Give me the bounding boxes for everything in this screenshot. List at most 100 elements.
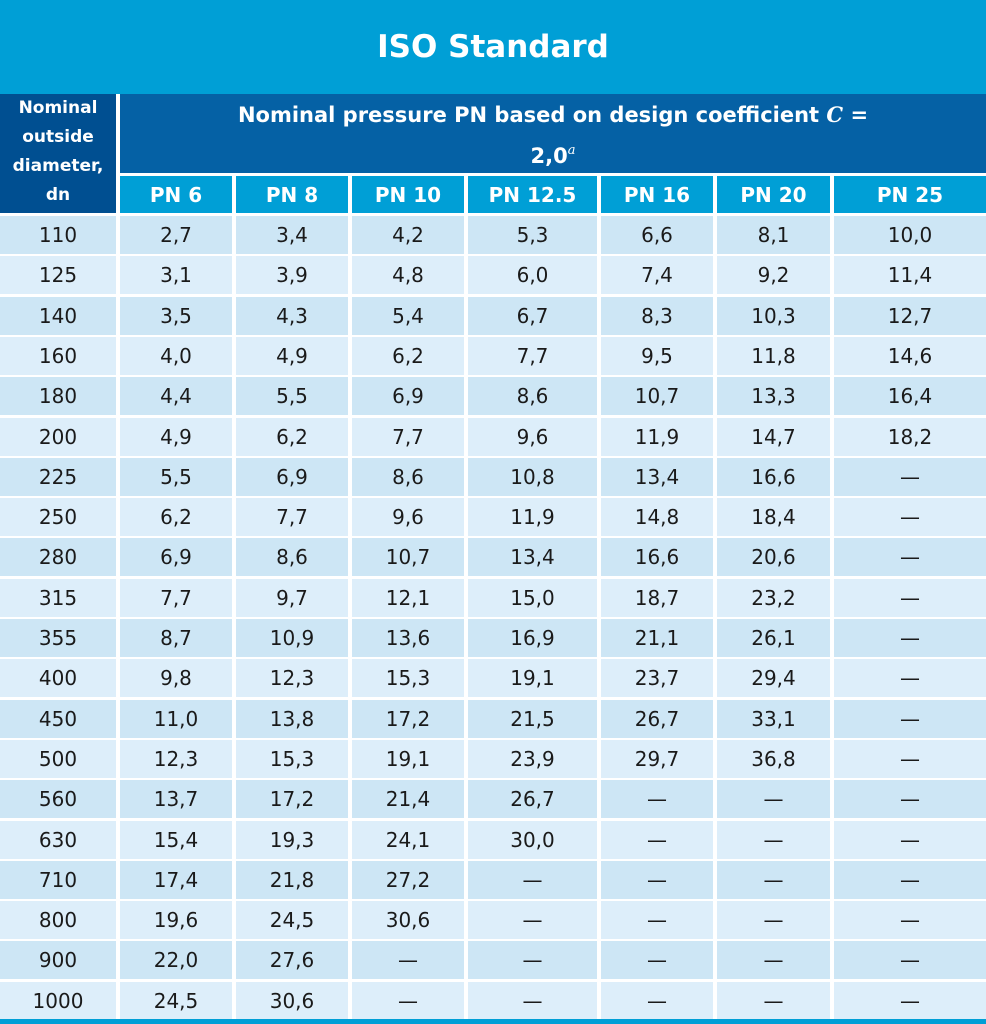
table-row: 250 6,2 7,7 9,6 11,9 14,8 18,4—: [0, 498, 986, 537]
diameter-cell: 280: [0, 538, 116, 577]
diameter-cell: 180: [0, 377, 116, 416]
table-row: 630 15,4 19,3 24,1 30,0— — —: [0, 820, 986, 859]
thickness-cell: 4,0: [120, 336, 232, 375]
thickness-cell: 11,9: [601, 417, 713, 456]
thickness-cell: 23,7: [601, 659, 713, 698]
thickness-cell: —: [834, 901, 986, 940]
header-pressure-line1: Nominal pressure PN based on design coef…: [120, 97, 986, 133]
thickness-cell: —: [352, 981, 464, 1020]
thickness-cell: 9,6: [468, 417, 597, 456]
thickness-cell: 4,2: [352, 216, 464, 254]
thickness-cell: 10,8: [468, 457, 597, 496]
thickness-cell: 5,5: [120, 457, 232, 496]
thickness-cell: —: [834, 941, 986, 980]
thickness-cell: 10,9: [236, 619, 348, 657]
thickness-cell: 14,7: [717, 417, 830, 456]
thickness-cell: 20,6: [717, 538, 830, 577]
table-row: 160 4,0 4,9 6,2 7,7 9,5 11,8 14,6: [0, 336, 986, 375]
thickness-cell: 6,2: [236, 417, 348, 456]
thickness-cell: 16,6: [601, 538, 713, 577]
table-row: 125 3,1 3,9 4,8 6,0 7,4 9,2 11,4: [0, 256, 986, 295]
thickness-cell: —: [601, 981, 713, 1020]
table-row: 500 12,3 15,3 19,1 23,9 29,7 36,8—: [0, 739, 986, 778]
diameter-cell: 140: [0, 296, 116, 335]
column-header: PN 25: [834, 176, 986, 213]
thickness-cell: —: [717, 780, 830, 819]
thickness-cell: 21,8: [236, 860, 348, 899]
diameter-cell: 200: [0, 417, 116, 456]
diameter-cell: 355: [0, 619, 116, 657]
thickness-cell: 15,0: [468, 578, 597, 617]
thickness-cell: 8,6: [236, 538, 348, 577]
thickness-cell: 24,1: [352, 820, 464, 859]
header-left-line: dn: [45, 185, 71, 205]
table-bottom-rule: [0, 1019, 986, 1024]
thickness-cell: 4,4: [120, 377, 232, 416]
table-row: 225 5,5 6,9 8,6 10,8 13,4 16,6—: [0, 457, 986, 496]
thickness-cell: 26,7: [601, 699, 713, 738]
thickness-cell: 36,8: [717, 739, 830, 778]
header-nominal-diameter: Nominal outside diameter, dn: [0, 94, 116, 213]
thickness-cell: 29,4: [717, 659, 830, 698]
diameter-cell: 400: [0, 659, 116, 698]
thickness-cell: 13,7: [120, 780, 232, 819]
thickness-cell: —: [717, 860, 830, 899]
thickness-cell: —: [601, 780, 713, 819]
thickness-cell: 4,3: [236, 296, 348, 335]
thickness-cell: 6,2: [120, 498, 232, 537]
thickness-cell: 6,6: [601, 216, 713, 254]
column-header: PN 16: [601, 176, 713, 213]
thickness-cell: 6,9: [120, 538, 232, 577]
thickness-cell: —: [601, 860, 713, 899]
thickness-cell: 17,4: [120, 860, 232, 899]
table-row: 110 2,7 3,4 4,2 5,3 6,6 8,1 10,0: [0, 216, 986, 254]
thickness-cell: 27,6: [236, 941, 348, 980]
thickness-cell: 15,3: [236, 739, 348, 778]
diameter-cell: 1000: [0, 981, 116, 1020]
thickness-cell: 13,3: [717, 377, 830, 416]
thickness-cell: 13,6: [352, 619, 464, 657]
thickness-cell: 6,0: [468, 256, 597, 295]
header-pressure-text: Nominal pressure PN based on design coef…: [237, 103, 820, 127]
diameter-cell: 110: [0, 216, 116, 254]
diameter-cell: 800: [0, 901, 116, 940]
thickness-cell: —: [352, 941, 464, 980]
thickness-cell: 6,2: [352, 336, 464, 375]
thickness-cell: —: [468, 860, 597, 899]
diameter-cell: 900: [0, 941, 116, 980]
table-row: 900 22,0 27,6— — — — —: [0, 941, 986, 980]
thickness-cell: 18,7: [601, 578, 713, 617]
thickness-cell: 9,8: [120, 659, 232, 698]
thickness-cell: 23,2: [717, 578, 830, 617]
column-header: PN 10: [352, 176, 464, 213]
diameter-cell: 630: [0, 820, 116, 859]
diameter-cell: 560: [0, 780, 116, 819]
diameter-cell: 160: [0, 336, 116, 375]
thickness-cell: 33,1: [717, 699, 830, 738]
thickness-cell: 5,4: [352, 296, 464, 335]
diameter-cell: 250: [0, 498, 116, 537]
thickness-cell: —: [834, 538, 986, 577]
thickness-cell: —: [834, 578, 986, 617]
thickness-cell: 4,9: [236, 336, 348, 375]
thickness-cell: 26,1: [717, 619, 830, 657]
thickness-cell: 10,7: [601, 377, 713, 416]
thickness-cell: 30,6: [352, 901, 464, 940]
thickness-cell: 19,1: [468, 659, 597, 698]
table-row: 280 6,9 8,6 10,7 13,4 16,6 20,6—: [0, 538, 986, 577]
thickness-cell: —: [601, 820, 713, 859]
thickness-cell: —: [834, 780, 986, 819]
column-header: PN 12.5: [468, 176, 597, 213]
thickness-cell: 11,8: [717, 336, 830, 375]
thickness-cell: 19,6: [120, 901, 232, 940]
header-equals: =: [850, 103, 869, 127]
thickness-cell: 18,4: [717, 498, 830, 537]
thickness-cell: 8,3: [601, 296, 713, 335]
thickness-cell: 16,9: [468, 619, 597, 657]
thickness-cell: 21,4: [352, 780, 464, 819]
thickness-cell: 9,5: [601, 336, 713, 375]
thickness-cell: 3,9: [236, 256, 348, 295]
thickness-cell: 8,6: [352, 457, 464, 496]
thickness-cell: 17,2: [236, 780, 348, 819]
thickness-cell: —: [601, 941, 713, 980]
